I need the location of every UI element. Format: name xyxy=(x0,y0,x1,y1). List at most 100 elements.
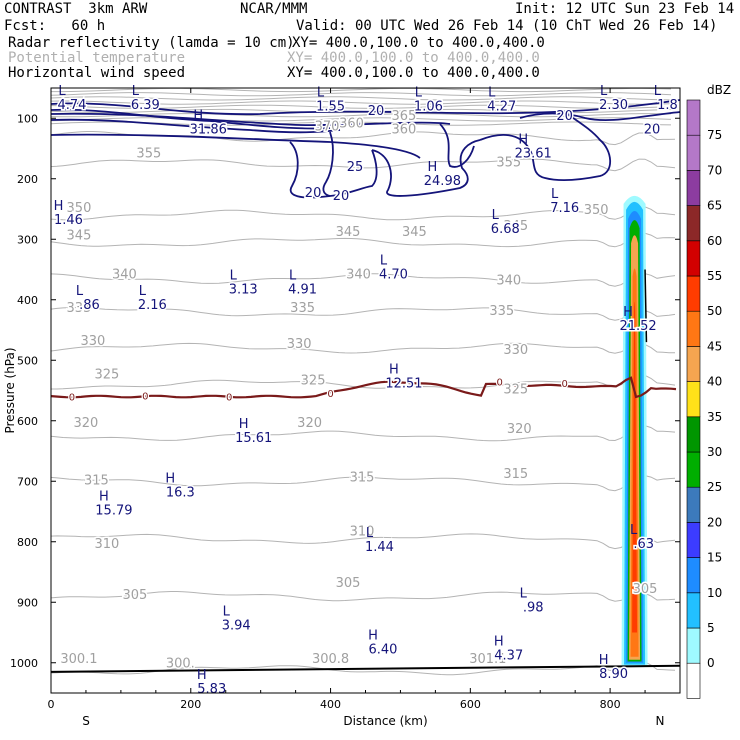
extremum-value: 15.79 xyxy=(95,504,132,519)
init-time: Init: 12 UTC Sun 23 Feb 14 xyxy=(515,1,735,17)
extremum-value: 4.91 xyxy=(288,283,317,298)
colorbar-label: 0 xyxy=(707,656,715,670)
colorbar-swatch xyxy=(686,557,701,594)
theta-label: 300.8 xyxy=(312,652,349,667)
theta-label: 330 xyxy=(81,334,106,349)
low-marker: L xyxy=(58,84,66,99)
theta-label: 335 xyxy=(67,301,92,316)
colorbar-swatch xyxy=(686,486,701,523)
wind-speed-contour-0 xyxy=(50,99,681,116)
wind-speed-label: 20 xyxy=(556,109,573,124)
theta-label: 345 xyxy=(503,219,528,234)
theta-label: 315 xyxy=(503,467,528,482)
field-3-xy: XY= 400.0,100.0 to 400.0,400.0 xyxy=(287,65,540,81)
theta-label: 310 xyxy=(94,537,119,552)
extremum-value: 3.13 xyxy=(229,283,258,298)
colorbar-swatch xyxy=(686,662,701,699)
low-marker: L xyxy=(520,586,528,601)
colorbar-swatch xyxy=(686,381,701,418)
theta-label: 305 xyxy=(336,576,361,591)
extremum-value: .98 xyxy=(523,600,544,615)
theta-contour-335 xyxy=(50,307,676,321)
extremum-value: 16.3 xyxy=(166,485,195,500)
low-marker: L xyxy=(654,84,662,99)
theta-contour-310 xyxy=(50,533,676,550)
theta-label: 365 xyxy=(392,109,417,124)
x-tick-label: 200 xyxy=(180,698,201,711)
colorbar-label: 30 xyxy=(707,445,722,459)
colorbar-label: 45 xyxy=(707,339,722,353)
theta-label: 305 xyxy=(122,588,147,603)
colorbar-label: 25 xyxy=(707,480,722,494)
theta-contour-320 xyxy=(50,425,676,442)
extremum-value: 12.51 xyxy=(385,376,422,391)
colorbar-swatch xyxy=(686,275,701,312)
theta-label: 355 xyxy=(496,156,521,171)
colorbar-label: 10 xyxy=(707,586,722,600)
theta-contour-upper xyxy=(50,96,672,101)
theta-contour-upper xyxy=(51,87,672,93)
theta-label: 335 xyxy=(290,301,315,316)
high-marker: H xyxy=(368,629,378,644)
extremum-value: 1.44 xyxy=(365,540,394,555)
colorbar-label: 55 xyxy=(707,269,722,283)
theta-label: 340 xyxy=(496,274,521,289)
extremum-value: 6.68 xyxy=(491,222,520,237)
zero-isotherm-label: 0 xyxy=(69,393,75,404)
low-marker: L xyxy=(415,85,423,100)
theta-contour-340 xyxy=(50,273,676,287)
extremum-value: .86 xyxy=(79,298,100,313)
y-tick-label: 800 xyxy=(17,536,38,549)
field-2-xy: XY= 400.0,100.0 to 400.0,400.0 xyxy=(287,50,540,66)
colorbar-swatch xyxy=(686,205,701,242)
north-label: N xyxy=(656,714,665,728)
zero-isotherm-label: 0 xyxy=(561,379,567,390)
wind-speed-contour-4 xyxy=(50,133,421,159)
colorbar-label: 75 xyxy=(707,128,722,142)
theta-contour-325 xyxy=(51,374,676,390)
extremum-value: .63 xyxy=(633,537,654,552)
theta-label: 335 xyxy=(489,304,514,319)
colorbar-swatch xyxy=(686,592,701,629)
wind-speed-contour-8 xyxy=(479,111,612,182)
extremum-value: 7.16 xyxy=(550,201,579,216)
theta-label: 320 xyxy=(297,416,322,431)
extremum-value: 1.06 xyxy=(414,99,443,114)
wind-speed-label: 20 xyxy=(305,186,322,201)
wind-speed-contour-6 xyxy=(322,131,334,197)
theta-label: 360 xyxy=(339,116,364,131)
x-axis-title: Distance (km) xyxy=(343,714,427,728)
high-marker: H xyxy=(193,108,203,123)
colorbar-swatch xyxy=(686,99,701,136)
y-tick-label: 700 xyxy=(17,475,38,488)
theta-contour-360 xyxy=(50,131,676,146)
colorbar-swatch xyxy=(686,240,701,277)
colorbar-label: 40 xyxy=(707,375,722,389)
low-marker: L xyxy=(317,85,325,100)
low-marker: L xyxy=(600,84,608,99)
theta-label: 315 xyxy=(350,470,375,485)
zero-isotherm-label: 0 xyxy=(327,389,333,400)
colorbar-swatch xyxy=(686,310,701,347)
y-tick-label: 200 xyxy=(17,173,38,186)
high-marker: H xyxy=(623,305,633,320)
low-marker: L xyxy=(76,284,84,299)
colorbar-swatch xyxy=(686,170,701,206)
theta-label: 355 xyxy=(136,147,161,162)
wind-speed-contour-1 xyxy=(50,108,331,130)
low-marker: L xyxy=(492,208,500,223)
x-tick-label: 800 xyxy=(600,698,621,711)
colorbar-label: 5 xyxy=(707,621,715,635)
wind-speed-contour-7 xyxy=(371,139,481,197)
low-marker: L xyxy=(380,254,388,269)
model-title: CONTRAST 3km ARW xyxy=(4,1,148,17)
x-tick-label: 400 xyxy=(320,698,341,711)
colorbar-swatch xyxy=(686,346,701,382)
theta-contour-355 xyxy=(50,158,676,172)
theta-contour-upper xyxy=(50,117,672,122)
high-marker: H xyxy=(494,635,504,650)
org-label: NCAR/MMM xyxy=(240,1,308,17)
extremum-value: 1.55 xyxy=(316,99,345,114)
extremum-value: 4.27 xyxy=(487,99,516,114)
